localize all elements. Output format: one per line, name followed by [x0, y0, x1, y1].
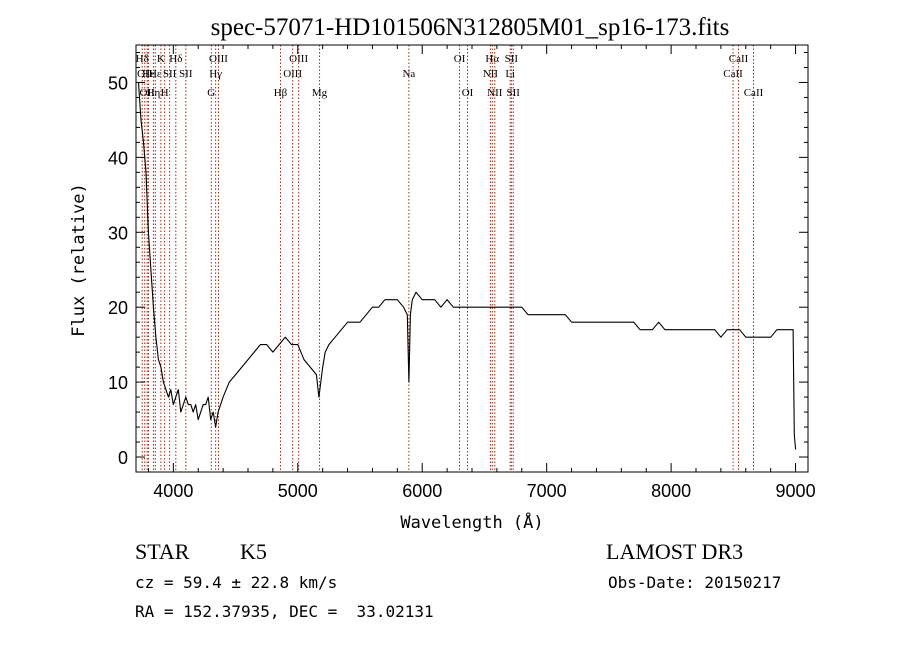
axes: 4000 5000 6000 7000 8000 9000 0 10 20 30 40 50: [108, 45, 816, 501]
spectral-line-markers: [141, 45, 754, 472]
spectral-line-label: OI: [454, 53, 466, 65]
spectral-line-label: NII: [487, 87, 503, 99]
spectral-line-label: OIII: [289, 53, 308, 65]
spectral-line-label: H: [161, 87, 169, 99]
object-class: STAR: [135, 539, 190, 564]
spectral-line-label: Hη: [147, 87, 161, 99]
spectral-line-label: OII: [140, 87, 156, 99]
spectral-line-label: Hδ: [136, 53, 149, 65]
spectrum-line-0: [137, 82, 797, 450]
x-tick-label: 4000: [153, 481, 193, 501]
spectral-line-label: K: [157, 53, 165, 65]
x-tick-label: 7000: [527, 481, 567, 501]
y-tick-label: 40: [108, 148, 128, 168]
x-tick-label: 8000: [651, 481, 691, 501]
spectral-line-label: Mg: [312, 87, 328, 99]
spectral-line-label: Hε: [149, 68, 162, 80]
spectral-line-label: CaII: [729, 53, 749, 65]
spectral-line-label: G: [207, 87, 215, 99]
x-tick-label: 9000: [776, 481, 816, 501]
y-tick-label: 10: [108, 373, 128, 393]
spectral-subclass: K5: [240, 539, 267, 564]
spectral-line-label: OIII: [209, 53, 228, 65]
spectral-line-label: SII: [505, 53, 519, 65]
spectral-line-label: Na: [402, 68, 415, 80]
spectral-line-label: Hε: [142, 68, 155, 80]
y-tick-label: 30: [108, 223, 128, 243]
spectral-line-label: CaII: [744, 87, 764, 99]
y-tick-label: 50: [108, 73, 128, 93]
spectral-line-label: OII: [137, 68, 153, 80]
x-axis-label: Wavelength (Å): [400, 511, 543, 533]
x-tick-label: 6000: [402, 481, 442, 501]
spectral-line-label: OIII: [283, 68, 302, 80]
spectral-line-label: Hδ: [169, 53, 182, 65]
spectral-line-label: NII: [483, 68, 499, 80]
spectral-line-label: SII: [179, 68, 193, 80]
spectral-line-labels: HδOIIOIIHεHηHεKHSIIHδSIIGHγOIIIHβOIIIOII…: [136, 53, 764, 99]
y-tick-label: 0: [118, 448, 128, 468]
spectral-line-label: OI: [462, 87, 474, 99]
spectrum-series: [137, 82, 797, 450]
spectral-line-label: CaII: [723, 68, 743, 80]
spectral-line-label: SII: [506, 87, 520, 99]
plot-frame: [135, 44, 809, 473]
observation-date: Obs-Date: 20150217: [608, 573, 782, 592]
y-tick-label: 20: [108, 298, 128, 318]
survey-name: LAMOST DR3: [606, 539, 744, 564]
x-tick-label: 5000: [278, 481, 318, 501]
spectral-line-label: Hβ: [274, 87, 288, 99]
y-axis-label: Flux (relative): [69, 183, 89, 337]
sky-coordinates: RA = 152.37935, DEC = 33.02131: [135, 602, 434, 621]
spectral-line-label: Hα: [485, 53, 499, 65]
chart-title: spec-57071-HD101506N312805M01_sp16-173.f…: [211, 14, 730, 41]
spectral-line-label: SII: [163, 68, 177, 80]
spectral-line-label: Li: [505, 68, 515, 80]
spectral-line-label: Hγ: [209, 68, 222, 80]
redshift-velocity: cz = 59.4 ± 22.8 km/s: [135, 573, 338, 592]
